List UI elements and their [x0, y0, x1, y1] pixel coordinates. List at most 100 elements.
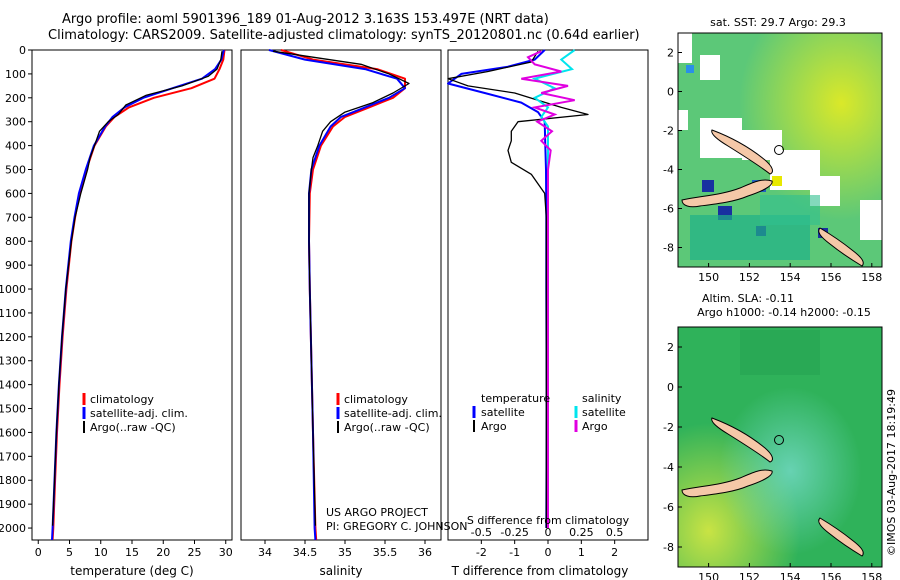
- sst-cool-cell: [702, 180, 714, 192]
- depth-tick-label: 2000: [0, 522, 26, 535]
- series-line-satellite-adj-clim-: [51, 49, 225, 541]
- series-line-s-argo: [521, 50, 575, 528]
- series-line-argo-raw-qc-: [272, 50, 410, 526]
- depth-tick-label: 1100: [0, 307, 26, 320]
- legend-label-satellite: satellite-adj. clim.: [90, 407, 188, 420]
- lat-tick-label: -4: [663, 164, 674, 177]
- new-ireland-island: [711, 129, 773, 175]
- sst-cloud-mask: [678, 33, 882, 260]
- depth-axis: 0 100 200 300 400 500 600 700 800 900 1000 1100 1200…: [0, 44, 32, 535]
- t-difference-x-axis: -2 -1 0 1 2: [476, 540, 618, 559]
- temperature-tick-label: 15: [125, 546, 139, 559]
- title-line-1: Argo profile: aoml 5901396_189 01-Aug-20…: [62, 12, 549, 27]
- temperature-series: [51, 49, 226, 541]
- temperature-legend: climatology satellite-adj. clim. Argo(..…: [82, 393, 188, 434]
- series-line-s-satellite: [531, 49, 576, 528]
- t-difference-tick-label: 1: [578, 546, 585, 559]
- lon-tick-label: 154: [780, 571, 801, 580]
- sst-no-data-cell: [700, 55, 720, 80]
- legend-label-s-satellite: satellite: [582, 406, 626, 419]
- depth-tick-label: 1800: [0, 474, 26, 487]
- depth-tick-label: 1600: [0, 426, 26, 439]
- legend-label-t-satellite: satellite: [481, 406, 525, 419]
- sst-no-data-cell: [860, 200, 882, 240]
- lat-tick-label: 0: [667, 381, 674, 394]
- temperature-xlabel: temperature (deg C): [70, 564, 193, 578]
- series-line-climatology: [51, 49, 226, 541]
- lon-tick-label: 152: [739, 571, 760, 580]
- salinity-plot-frame: [240, 49, 442, 541]
- temperature-x-axis: 0 5 10 15 20 25 30: [35, 540, 233, 559]
- imos-timestamp: ©IMOS 03-Aug-2017 18:19:49: [885, 389, 898, 556]
- salinity-legend: climatology satellite-adj. clim. Argo(..…: [336, 393, 442, 434]
- bougainville-island: [818, 227, 864, 267]
- new-britain-island: [681, 469, 773, 498]
- lat-tick-label: -2: [663, 421, 674, 434]
- lat-tick-label: -8: [663, 541, 674, 554]
- depth-tick-label: 1500: [0, 403, 26, 416]
- salinity-panel: 34 34.5 35 35.5 36 salinity climatology sate…: [240, 49, 467, 578]
- sst-map: sat. SST: 29.7 Argo: 29.3: [663, 16, 883, 284]
- depth-tick-label: 900: [5, 259, 26, 272]
- lon-tick-label: 150: [698, 571, 719, 580]
- sla-map-frame: [677, 326, 883, 568]
- sla-land: [681, 417, 864, 557]
- lat-tick-label: -8: [663, 242, 674, 255]
- s-difference-tick-label: 0.5: [606, 526, 624, 539]
- t-difference-tick-label: 0: [545, 546, 552, 559]
- s-difference-xlabel: S difference from climatology: [467, 514, 630, 527]
- bougainville-island: [818, 517, 864, 557]
- depth-tick-label: 400: [5, 140, 26, 153]
- temperature-panel: 0100200300400500600700800900100011001200…: [0, 44, 233, 578]
- lon-tick-label: 158: [861, 271, 882, 284]
- s-difference-tick-label: 0.25: [569, 526, 594, 539]
- sla-map-title: Altim. SLA: -0.11: [702, 292, 794, 305]
- credit-project: US ARGO PROJECT: [326, 506, 428, 519]
- temperature-tick-label: 30: [219, 546, 233, 559]
- legend-label-climatology: climatology: [90, 393, 154, 406]
- salinity-xlabel: salinity: [319, 564, 362, 578]
- legend-label-t-argo: Argo: [481, 420, 507, 433]
- s-difference-tick-label: -0.5: [471, 526, 492, 539]
- series-line-t-argo: [447, 50, 589, 528]
- depth-tick-label: 600: [5, 187, 26, 200]
- argo-float-marker: [774, 435, 784, 445]
- salinity-series: [268, 49, 410, 541]
- lat-tick-label: 2: [667, 341, 674, 354]
- lat-tick-label: -2: [663, 125, 674, 138]
- t-difference-tick-label: 2: [611, 546, 618, 559]
- depth-tick-label: 800: [5, 235, 26, 248]
- sla-low-anomaly: [740, 330, 820, 375]
- sla-map: Altim. SLA: -0.11 Argo h1000: -0.14 h200…: [663, 292, 883, 580]
- sla-map-subtitle: Argo h1000: -0.14 h2000: -0.15: [697, 306, 871, 319]
- lat-tick-label: -6: [663, 501, 674, 514]
- depth-tick-label: 700: [5, 211, 26, 224]
- lon-tick-label: 150: [698, 271, 719, 284]
- sla-map-axes: 150 152 154 156 158 2 0 -2 -4 -6 -8: [663, 341, 882, 580]
- sst-cool-cell: [686, 65, 694, 73]
- salinity-tick-label: 36: [418, 546, 432, 559]
- temperature-tick-label: 10: [94, 546, 108, 559]
- sst-no-data-cell: [678, 33, 692, 63]
- difference-legend: temperature salinity satellite Argo sate…: [472, 392, 626, 433]
- legend-header-temperature: temperature: [481, 392, 550, 405]
- salinity-x-axis: 34 34.5 35 35.5 36: [258, 540, 432, 559]
- series-line-climatology: [280, 49, 406, 541]
- salinity-tick-label: 34.5: [293, 546, 318, 559]
- lat-tick-label: -4: [663, 461, 674, 474]
- salinity-tick-label: 35.5: [373, 546, 398, 559]
- salinity-tick-label: 34: [258, 546, 272, 559]
- difference-panel: -2 -1 0 1 2 -0.5 -0.25 0 0.25 0.5 T difference f…: [447, 49, 649, 578]
- depth-tick-label: 1200: [0, 331, 26, 344]
- temperature-tick-label: 0: [35, 546, 42, 559]
- depth-tick-label: 200: [5, 92, 26, 105]
- legend-label-argo: Argo(..raw -QC): [90, 421, 176, 434]
- temperature-plot-frame: [31, 49, 233, 541]
- depth-tick-label: 1300: [0, 355, 26, 368]
- depth-tick-label: 0: [19, 44, 26, 57]
- sst-land: [681, 129, 864, 267]
- lon-tick-label: 154: [780, 271, 801, 284]
- legend-label-s-argo: Argo: [582, 420, 608, 433]
- series-line-argo-raw-qc-: [51, 51, 223, 526]
